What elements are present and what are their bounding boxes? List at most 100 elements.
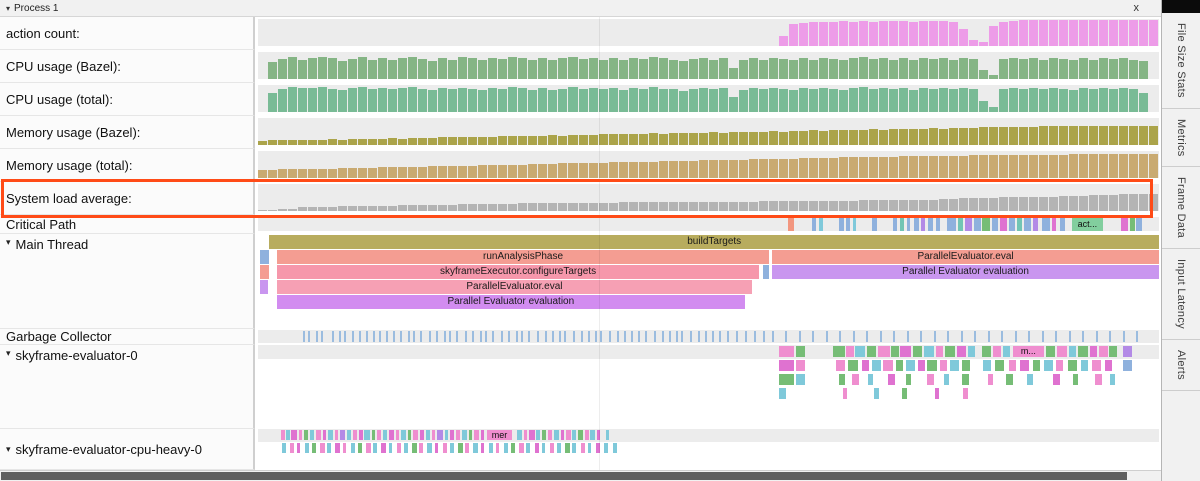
trace-slice[interactable] [1027,374,1033,385]
critical-path-slice[interactable] [965,217,973,231]
gc-slice[interactable] [600,331,603,342]
critical-path-chart[interactable]: act... [255,215,1161,234]
trace-slice[interactable] [943,374,950,385]
gc-slice[interactable] [744,331,747,342]
trace-slice[interactable] [358,443,362,453]
trace-slice[interactable] [560,430,565,440]
gc-slice[interactable] [492,331,495,342]
gc-slice[interactable] [609,331,612,342]
gc-slice[interactable] [681,331,684,342]
trace-slice[interactable] [565,443,570,453]
gc-slice[interactable] [339,331,342,342]
trace-slice[interactable] [488,443,494,453]
trace-slice[interactable] [519,443,524,453]
trace-slice[interactable] [944,346,956,357]
gc-slice[interactable] [501,331,504,342]
trace-slice[interactable] [291,430,297,440]
trace-slice[interactable] [373,443,377,453]
gc-slice[interactable] [1122,331,1125,342]
gc-slice[interactable] [412,331,415,342]
gc-slice[interactable] [344,331,347,342]
trace-slice[interactable] [388,430,395,440]
gc-slice[interactable] [785,331,788,342]
trace-span[interactable] [259,250,270,264]
critical-path-slice[interactable] [1041,217,1050,231]
gc-slice[interactable] [407,331,410,342]
trace-slice[interactable] [963,388,968,399]
tab-alerts[interactable]: Alerts [1162,340,1200,392]
trace-slice[interactable] [285,430,290,440]
gc-slice[interactable] [420,331,423,342]
gc-slice[interactable] [947,331,950,342]
critical-path-slice[interactable] [893,217,897,231]
trace-slice[interactable] [403,443,408,453]
trace-slice[interactable] [339,430,346,440]
trace-slice[interactable] [993,346,1002,357]
trace-slice[interactable] [388,443,393,453]
gc-slice[interactable] [866,331,869,342]
trace-span[interactable] [259,280,268,294]
skyframe-0-chart[interactable]: m... [255,345,1161,429]
trace-span[interactable]: runAnalysisPhase [276,250,770,264]
track-label-skyframe-0[interactable]: ▾ skyframe-evaluator-0 [0,345,255,429]
gc-slice[interactable] [443,331,446,342]
gc-slice[interactable] [1001,331,1004,342]
tab-input-latency[interactable]: Input Latency [1162,249,1200,341]
trace-slice[interactable] [895,360,904,371]
trace-slice[interactable] [1122,346,1132,357]
collapse-arrow-icon[interactable]: ▾ [6,3,11,13]
trace-slice[interactable] [434,443,439,453]
trace-slice[interactable] [401,430,406,440]
critical-path-slice[interactable] [913,217,920,231]
gc-slice[interactable] [1136,331,1139,342]
gc-slice[interactable] [573,331,576,342]
gc-slice[interactable] [661,331,664,342]
gc-slice[interactable] [544,331,547,342]
trace-slice[interactable] [549,443,555,453]
trace-slice[interactable] [995,360,1005,371]
gc-slice[interactable] [321,331,324,342]
critical-path-slice[interactable] [787,217,795,231]
trace-slice[interactable] [1068,346,1077,357]
trace-span[interactable] [259,265,270,279]
trace-slice[interactable] [431,430,436,440]
gc-slice[interactable] [587,331,590,342]
gc-slice[interactable] [668,331,671,342]
trace-slice[interactable] [1057,346,1068,357]
trace-slice[interactable] [957,346,967,357]
trace-slice[interactable] [449,443,454,453]
critical-path-slice[interactable] [974,217,981,231]
trace-slice[interactable] [529,430,535,440]
disclosure-arrow-icon[interactable]: ▾ [6,348,11,358]
trace-slice[interactable] [553,430,559,440]
critical-path-slice[interactable] [1023,217,1032,231]
trace-slice[interactable] [883,360,894,371]
trace-slice[interactable] [456,430,460,440]
trace-slice[interactable] [1077,346,1088,357]
gc-slice[interactable] [580,331,583,342]
trace-slice[interactable] [437,430,443,440]
trace-slice[interactable] [1122,360,1132,371]
trace-slice[interactable] [887,374,895,385]
trace-slice[interactable] [902,388,907,399]
trace-slice[interactable] [376,430,382,440]
close-button[interactable]: x [1133,2,1140,14]
gc-slice[interactable] [436,331,439,342]
trace-span[interactable]: Parallel Evaluator evaluation [772,265,1159,279]
trace-slice[interactable] [347,430,351,440]
trace-slice[interactable] [412,443,417,453]
trace-slice[interactable] [867,346,877,357]
trace-slice[interactable] [867,374,874,385]
tab-frame-data[interactable]: Frame Data [1162,167,1200,250]
gc-slice[interactable] [1109,331,1112,342]
trace-slice[interactable] [350,443,356,453]
trace-slice[interactable] [778,374,795,385]
trace-slice[interactable] [842,388,848,399]
gc-slice[interactable] [465,331,468,342]
gc-slice[interactable] [798,331,801,342]
trace-span[interactable]: buildTargets [269,235,1159,249]
trace-slice[interactable] [322,430,327,440]
trace-slice[interactable] [342,443,347,453]
disclosure-arrow-icon[interactable]: ▾ [6,237,11,247]
trace-slice[interactable] [855,346,866,357]
